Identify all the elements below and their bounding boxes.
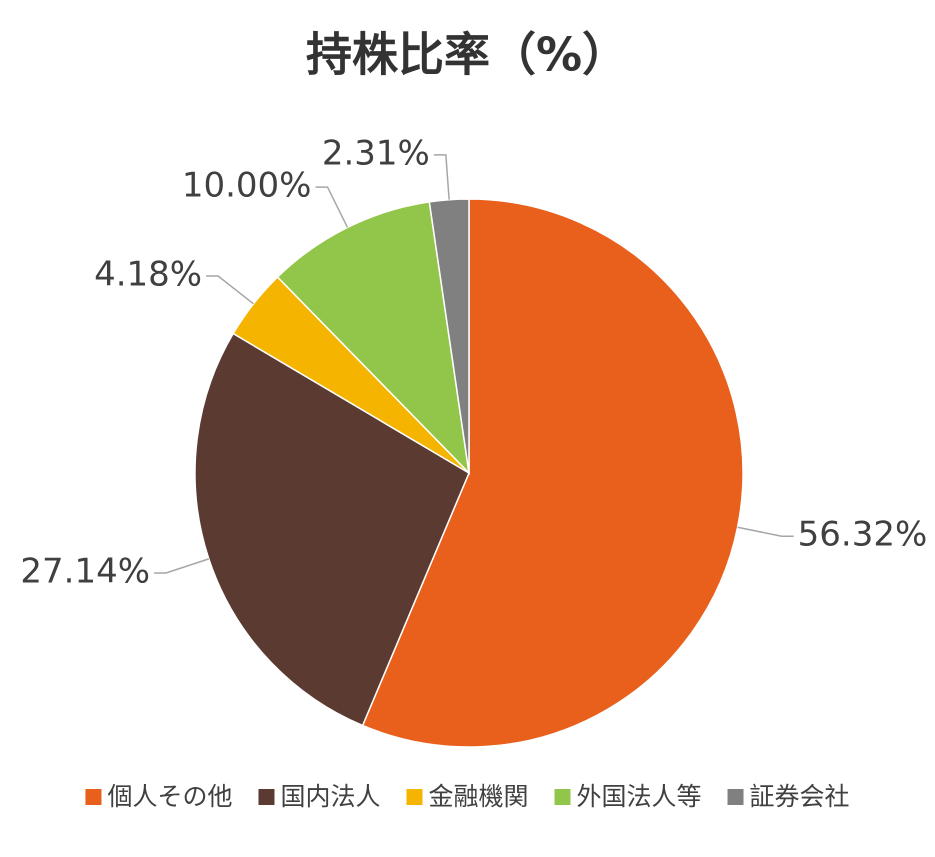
pie-slice: [276, 201, 471, 476]
value-label: 4.18%: [94, 255, 202, 295]
leader-line: [433, 154, 450, 200]
legend-swatch: [406, 789, 423, 805]
chart-title: 持株比率（%）: [306, 28, 628, 82]
legend-label: 国内法人: [280, 782, 380, 811]
legend-label: 外国法人等: [577, 782, 702, 811]
pie-slice: [428, 198, 470, 474]
legend-swatch: [258, 789, 275, 805]
legend-label: 個人その他: [107, 782, 232, 811]
value-label: 27.14%: [20, 552, 150, 592]
leader-line: [154, 558, 210, 574]
legend-swatch: [727, 789, 744, 805]
value-label: 10.00%: [182, 166, 312, 206]
leader-line: [315, 186, 349, 228]
pie-slice: [361, 198, 744, 748]
leader-line: [206, 275, 254, 305]
legend-label: 金融機関: [428, 782, 528, 811]
legend-swatch: [85, 789, 102, 805]
legend-swatch: [554, 789, 571, 805]
value-label: 2.31%: [322, 133, 430, 173]
pie-slice: [194, 332, 470, 727]
leader-line: [737, 526, 794, 537]
value-label: 56.32%: [798, 515, 928, 555]
legend-label: 証券会社: [750, 782, 850, 811]
